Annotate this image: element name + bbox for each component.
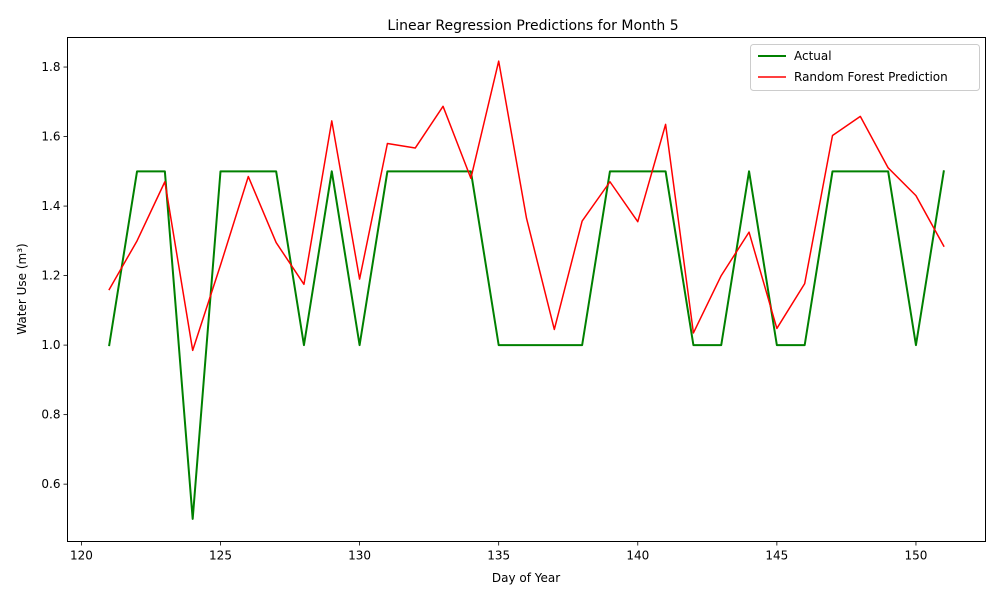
chart-title: Linear Regression Predictions for Month … — [387, 18, 678, 34]
x-tick-label: 120 — [70, 549, 93, 563]
y-tick-label: 1.4 — [41, 199, 60, 213]
x-tick-label: 145 — [765, 549, 788, 563]
x-axis-title: Day of Year — [492, 571, 560, 585]
legend-label-0: Actual — [794, 49, 832, 63]
y-axis: 0.6 0.8 1.0 1.2 1.4 1.6 1.8 — [41, 60, 68, 491]
series-line-1 — [108, 60, 945, 352]
x-tick-label: 130 — [348, 549, 371, 563]
plot-lines — [108, 60, 945, 520]
y-tick-label: 1.8 — [41, 60, 60, 74]
legend-label-1: Random Forest Prediction — [794, 70, 948, 84]
x-axis: 120 125 130 135 140 145 150 — [70, 541, 928, 563]
y-tick-label: 0.6 — [41, 477, 60, 491]
y-axis-title: Water Use (m³) — [15, 243, 29, 334]
series-line-0 — [108, 170, 945, 520]
legend: Actual Random Forest Prediction — [750, 44, 980, 91]
y-tick-label: 1.0 — [41, 338, 60, 352]
y-tick-label: 1.2 — [41, 269, 60, 283]
y-tick-label: 1.6 — [41, 130, 60, 144]
x-tick-label: 140 — [626, 549, 649, 563]
x-tick-label: 125 — [209, 549, 232, 563]
x-tick-label: 150 — [905, 549, 928, 563]
plot-frame — [67, 37, 986, 542]
x-tick-label: 135 — [487, 549, 510, 563]
legend-box — [750, 44, 980, 91]
y-tick-label: 0.8 — [41, 408, 60, 422]
